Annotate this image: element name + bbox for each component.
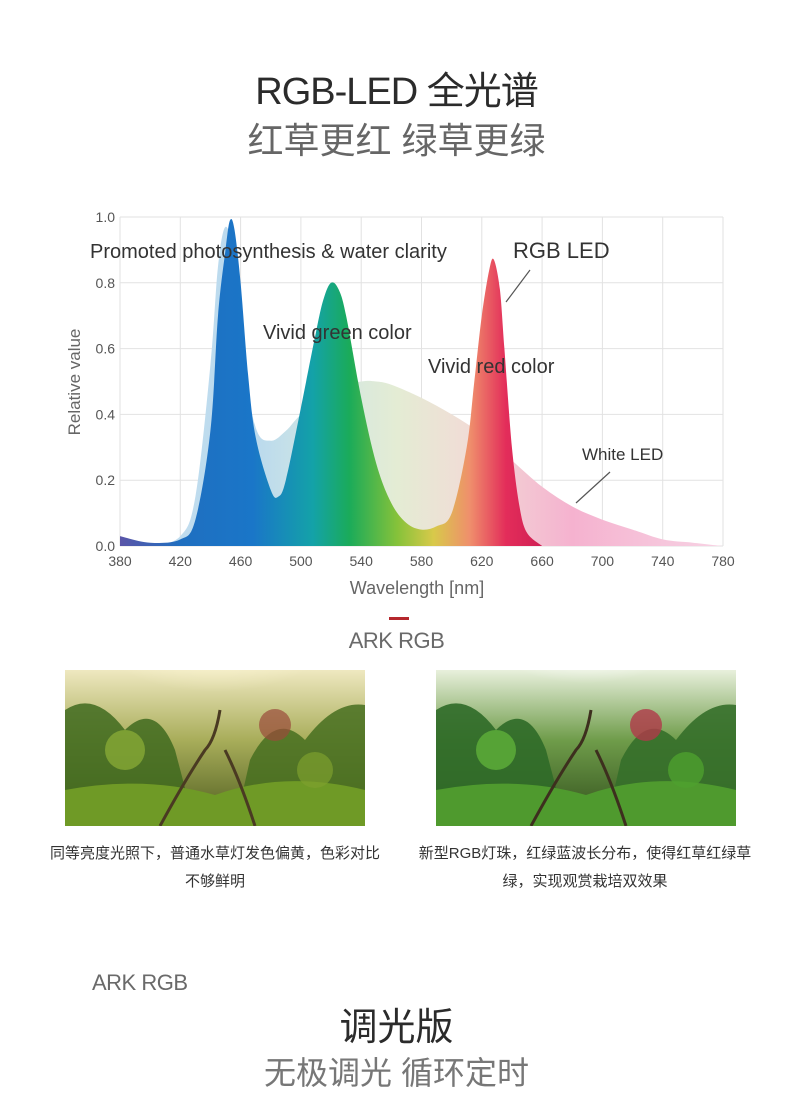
x-tick-label: 380 (108, 553, 132, 569)
y-tick-label: 0.0 (96, 538, 116, 554)
annotation-rgb-led-pointer (505, 269, 531, 303)
annotation-white-led-pointer (575, 471, 611, 504)
section-label-ark-rgb: ARK RGB (348, 628, 445, 653)
annotation-blue: Promoted photosynthesis & water clarity (90, 241, 447, 263)
y-tick-label: 1.0 (96, 209, 116, 225)
x-tick-label: 740 (651, 553, 675, 569)
y-tick-label: 0.2 (96, 472, 116, 488)
series-rgb-led-area (120, 218, 543, 546)
x-tick-label: 460 (229, 553, 253, 569)
spectrum-chart: 380 420 460 500 540 580 620 660 700 740 780 0.0 0.2 0… (65, 209, 735, 598)
aquarium-photo-standard-light (65, 670, 365, 826)
section-accent-line (389, 617, 409, 620)
section-label-ark-rgb-dimming: ARK RGB (92, 970, 188, 995)
y-axis-label: Relative value (65, 329, 84, 436)
page-subtitle: 红草更红 绿草更绿 (247, 120, 546, 161)
annotation-rgb-led: RGB LED (513, 238, 610, 263)
y-tick-label: 0.6 (96, 341, 116, 357)
x-tick-label: 780 (711, 553, 735, 569)
dimming-subtitle: 无极调光 循环定时 (264, 1055, 529, 1091)
aquarium-photo-rgb-light (436, 670, 736, 826)
annotation-white-led: White LED (582, 445, 663, 464)
x-tick-label: 620 (470, 553, 494, 569)
annotation-red: Vivid red color (428, 356, 555, 378)
x-tick-label: 580 (410, 553, 434, 569)
x-tick-label: 420 (169, 553, 193, 569)
axis-ticks: 380 420 460 500 540 580 620 660 700 740 780 0.0 0.2 0… (96, 209, 735, 569)
caption-standard-light: 同等亮度光照下，普通水草灯发色偏黄，色彩对比不够鲜明 (49, 845, 380, 890)
y-tick-label: 0.8 (96, 275, 116, 291)
series-white-led-area (120, 226, 723, 546)
x-tick-label: 700 (591, 553, 615, 569)
x-tick-label: 540 (350, 553, 374, 569)
x-axis-label: Wavelength [nm] (350, 578, 484, 598)
dimming-title: 调光版 (339, 1007, 454, 1049)
page-title: RGB-LED 全光谱 (255, 71, 538, 113)
y-tick-label: 0.4 (96, 406, 116, 422)
x-tick-label: 660 (530, 553, 554, 569)
caption-rgb-light: 新型RGB灯珠，红绿蓝波长分布，使得红草红绿草绿，实现观赏栽培双效果 (418, 845, 752, 890)
x-tick-label: 500 (289, 553, 313, 569)
annotation-green: Vivid green color (263, 322, 412, 344)
